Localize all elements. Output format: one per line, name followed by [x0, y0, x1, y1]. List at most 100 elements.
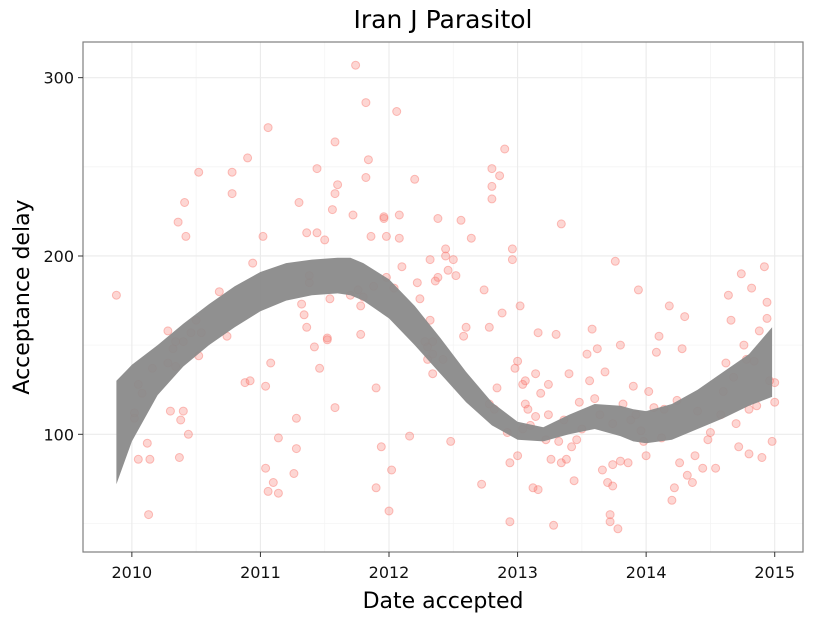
data-point [585, 376, 595, 386]
data-point [176, 415, 186, 425]
data-point [477, 479, 487, 489]
data-point [597, 465, 607, 475]
data-point [266, 358, 276, 368]
data-point [608, 460, 618, 470]
data-point [500, 144, 510, 154]
data-point [461, 322, 471, 332]
data-point [543, 410, 553, 420]
data-point [711, 463, 721, 473]
data-point [574, 397, 584, 407]
data-point [448, 255, 458, 265]
data-point [723, 290, 733, 300]
data-point [273, 488, 283, 498]
data-point [682, 470, 692, 480]
data-point [487, 194, 497, 204]
data-point [523, 404, 533, 414]
data-point [258, 231, 268, 241]
data-point [726, 315, 736, 325]
data-point [145, 454, 155, 464]
data-point [747, 283, 757, 293]
data-point [533, 328, 543, 338]
data-point [289, 469, 299, 478]
data-point [263, 123, 273, 133]
x-tick-label: 2012 [369, 563, 410, 582]
data-point [551, 329, 561, 339]
data-point [487, 181, 497, 191]
data-point [330, 403, 340, 413]
data-point [654, 331, 664, 341]
data-point [415, 294, 425, 304]
data-point [669, 483, 679, 493]
data-point [628, 381, 638, 391]
data-point [543, 379, 553, 389]
data-point [564, 369, 574, 379]
data-point [194, 167, 204, 177]
data-point [320, 235, 330, 245]
data-point [759, 262, 769, 272]
data-point [600, 367, 610, 377]
data-point [325, 294, 335, 304]
data-point [433, 214, 443, 223]
data-point [227, 167, 237, 177]
data-point [111, 290, 121, 300]
data-point [528, 483, 538, 493]
data-point [309, 342, 319, 352]
data-point [248, 258, 258, 268]
data-point [366, 231, 376, 241]
data-point [363, 155, 373, 165]
data-point [245, 376, 255, 386]
data-point [371, 383, 381, 393]
data-point [376, 442, 386, 452]
data-point [459, 331, 469, 341]
data-point [687, 478, 697, 487]
data-point [183, 429, 193, 439]
data-point [623, 458, 633, 468]
data-point [327, 205, 337, 215]
data-point [505, 517, 515, 527]
x-tick-label: 2014 [626, 563, 667, 582]
data-point [549, 520, 559, 530]
data-point [214, 287, 224, 297]
data-point [392, 107, 402, 116]
y-axis-title: Acceptance delay [10, 199, 35, 394]
x-tick-label: 2011 [240, 563, 281, 582]
data-point [520, 376, 530, 386]
data-point [397, 262, 407, 272]
data-point [387, 465, 397, 475]
data-point [430, 276, 440, 286]
y-tick-label: 100 [43, 425, 74, 444]
data-point [520, 399, 530, 409]
data-point [721, 358, 731, 368]
data-point [297, 299, 307, 309]
data-point [180, 198, 190, 207]
data-point [410, 174, 420, 184]
data-point [495, 171, 505, 181]
data-point [446, 436, 456, 446]
data-point [142, 438, 152, 448]
data-point [554, 436, 564, 446]
data-point [744, 449, 754, 459]
data-point [291, 444, 301, 454]
data-point [605, 510, 615, 520]
data-point [505, 458, 515, 468]
data-point [294, 198, 304, 207]
data-point [767, 436, 777, 446]
data-point [734, 442, 744, 452]
data-point [667, 495, 677, 505]
data-point [567, 442, 577, 452]
data-point [263, 486, 273, 496]
data-point [513, 451, 523, 461]
data-point [174, 453, 184, 462]
data-point [484, 322, 494, 332]
data-point [641, 451, 651, 461]
data-point [315, 363, 325, 373]
x-axis-title: Date accepted [363, 589, 524, 614]
data-point [757, 453, 767, 462]
data-point [572, 435, 582, 445]
data-point [333, 180, 343, 190]
data-point [705, 428, 715, 437]
data-point [608, 481, 618, 491]
data-point [144, 510, 154, 520]
data-point [379, 214, 389, 223]
